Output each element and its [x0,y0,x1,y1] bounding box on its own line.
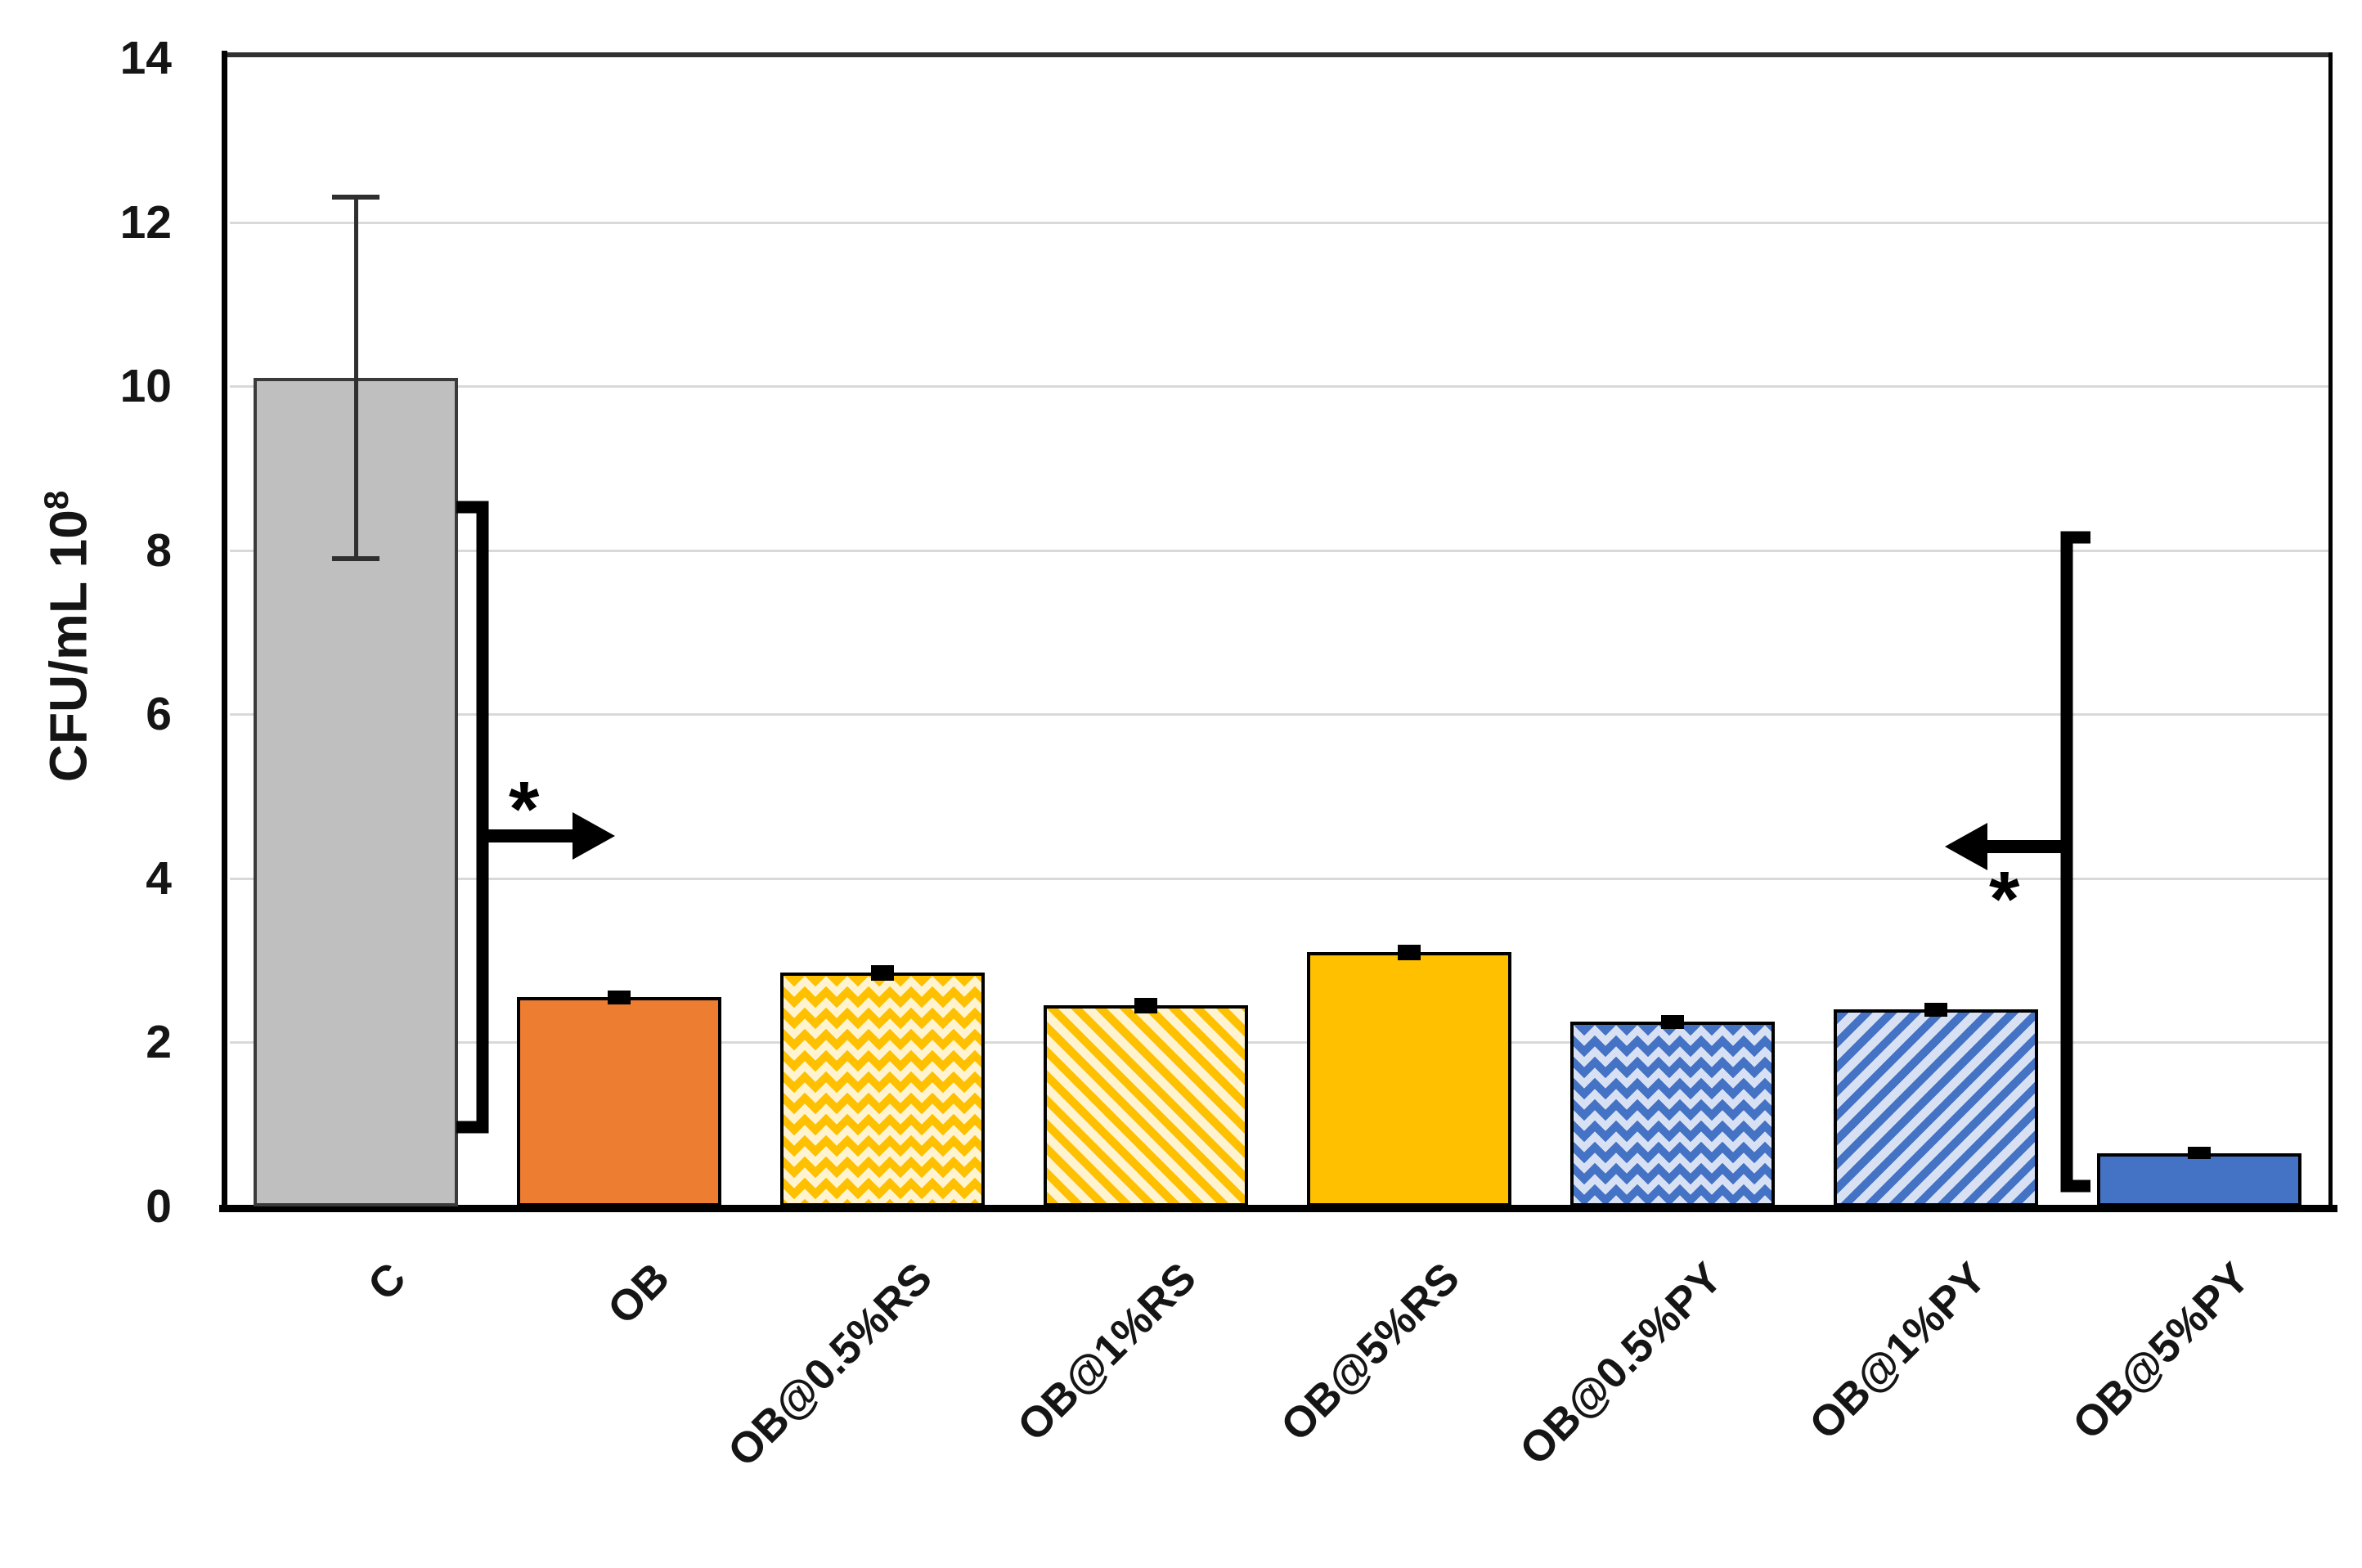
error-bar-cap [608,996,631,1004]
error-bar-cap [871,973,894,981]
error-bar-cap [1134,997,1157,1005]
y-tick-label: 6 [146,688,172,741]
bar-OB@1%PY [1834,1009,2038,1206]
error-bar-cap [1661,1014,1684,1022]
bar-OB@0.5%PY [1570,1022,1775,1206]
error-bar-cap [1134,1005,1157,1013]
significance-asterisk-right: * [1989,856,2020,943]
error-bar-cap [332,195,379,200]
gridline [230,1041,2328,1045]
y-tick-label: 12 [119,195,172,249]
bar-OB@0.5%RS [780,973,985,1206]
error-bar-cap [332,555,379,561]
gridline [230,713,2328,717]
bar-OB [517,997,721,1206]
error-bar-cap [608,990,631,998]
y-tick-label: 2 [146,1016,172,1069]
y-tick-label: 14 [119,31,172,84]
y-tick-label: 4 [146,851,172,905]
right-arrow-icon [573,812,615,860]
y-tick-label: 0 [146,1180,172,1233]
y-tick-label: 8 [146,523,172,577]
left-arrow-icon [1945,823,1987,870]
gridline [230,549,2328,552]
error-bar [353,197,358,559]
error-bar-cap [1924,1002,1947,1010]
error-bar [1144,1001,1147,1010]
error-bar [1408,948,1411,957]
error-bar-cap [1398,952,1421,960]
y-tick-label: 10 [119,360,172,413]
plot-border-right [2328,52,2333,1210]
bar-OB@5%RS [1307,952,1511,1206]
x-axis-line [219,1205,2337,1212]
left-significance-bracket [456,501,615,1134]
significance-asterisk-left: * [509,766,540,853]
error-bar-cap [2188,1147,2211,1155]
y-axis-line [222,51,227,1211]
gridline [230,385,2328,389]
right-significance-bracket [1945,531,2090,1193]
error-bar-cap [1924,1009,1947,1017]
error-bar-cap [1661,1021,1684,1029]
error-bar-cap [871,964,894,973]
error-bar-cap [1398,944,1421,952]
plot-border-top [227,52,2333,57]
error-bar-cap [2188,1152,2211,1160]
gridline [230,877,2328,880]
error-bar [881,968,884,977]
gridline [230,221,2328,224]
